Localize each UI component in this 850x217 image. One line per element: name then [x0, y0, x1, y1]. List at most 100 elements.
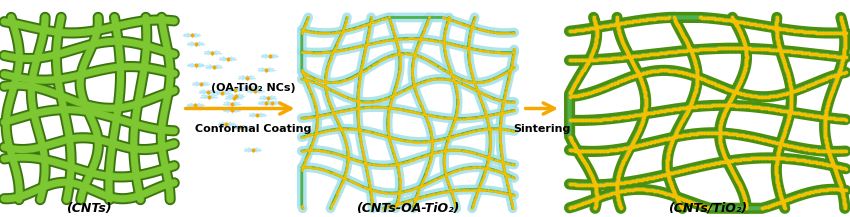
- Point: [740, 62, 753, 66]
- Point: [589, 186, 603, 189]
- Point: [690, 70, 704, 73]
- Point: [494, 147, 507, 150]
- Point: [620, 189, 633, 192]
- Point: [388, 85, 402, 89]
- Point: [505, 201, 518, 204]
- Point: [607, 23, 620, 26]
- Point: [763, 140, 777, 143]
- Point: [822, 150, 836, 153]
- Point: [640, 112, 654, 115]
- Point: [769, 27, 783, 30]
- Point: [298, 149, 311, 153]
- Point: [765, 107, 779, 111]
- Point: [661, 171, 675, 175]
- Point: [450, 95, 464, 99]
- Point: [404, 37, 417, 40]
- Point: [296, 30, 309, 33]
- Point: [807, 190, 820, 193]
- Point: [617, 159, 631, 162]
- Point: [309, 134, 322, 137]
- Point: [836, 31, 849, 35]
- Point: [723, 99, 737, 103]
- Point: [450, 148, 463, 152]
- Point: [337, 95, 351, 98]
- Point: [415, 105, 428, 108]
- Point: [796, 112, 809, 116]
- Point: [647, 140, 660, 143]
- Point: [325, 128, 338, 132]
- Point: [477, 154, 490, 158]
- Point: [801, 113, 814, 117]
- Point: [658, 109, 672, 112]
- Point: [593, 25, 607, 29]
- Point: [594, 183, 608, 186]
- Point: [741, 47, 755, 50]
- Point: [750, 23, 763, 26]
- Point: [465, 24, 479, 27]
- Point: [375, 18, 388, 21]
- Point: [588, 206, 602, 209]
- Point: [838, 45, 850, 48]
- Point: [351, 108, 365, 112]
- Point: [359, 106, 372, 109]
- Point: [660, 162, 674, 165]
- Point: [589, 205, 603, 208]
- Point: [660, 160, 674, 163]
- Point: [565, 88, 579, 91]
- Point: [406, 207, 420, 210]
- Point: [408, 87, 422, 91]
- Point: [388, 153, 401, 156]
- Point: [771, 156, 785, 159]
- Point: [827, 117, 841, 120]
- Point: [728, 90, 742, 93]
- Point: [829, 165, 842, 168]
- Point: [664, 50, 677, 54]
- Point: [628, 66, 642, 69]
- Point: [357, 129, 371, 132]
- Point: [688, 105, 702, 108]
- Point: [416, 178, 430, 181]
- Point: [358, 51, 371, 54]
- Point: [679, 133, 693, 137]
- Point: [504, 67, 518, 71]
- Point: [726, 89, 740, 93]
- Point: [754, 24, 768, 27]
- Point: [505, 129, 518, 132]
- Point: [505, 109, 518, 112]
- Point: [490, 31, 503, 34]
- Point: [398, 190, 411, 193]
- Point: [578, 28, 592, 31]
- Point: [829, 168, 842, 172]
- Point: [596, 195, 609, 198]
- Point: [332, 49, 345, 53]
- Point: [682, 167, 695, 171]
- Point: [357, 155, 371, 158]
- Point: [498, 95, 512, 98]
- Point: [682, 107, 695, 110]
- Point: [580, 92, 593, 95]
- Point: [744, 94, 757, 97]
- Point: [772, 187, 785, 191]
- Point: [337, 28, 350, 31]
- Point: [393, 64, 406, 67]
- Point: [306, 30, 320, 34]
- Point: [622, 115, 636, 118]
- Point: [564, 182, 578, 186]
- Point: [818, 150, 831, 153]
- Point: [353, 130, 366, 133]
- Point: [728, 92, 741, 95]
- Point: [739, 65, 752, 68]
- Point: [420, 194, 434, 197]
- Point: [619, 47, 632, 50]
- Point: [688, 48, 702, 51]
- Point: [770, 33, 784, 37]
- Point: [669, 131, 683, 135]
- Point: [303, 166, 317, 169]
- Point: [770, 94, 784, 97]
- Point: [304, 91, 318, 94]
- Point: [677, 106, 690, 110]
- Point: [836, 189, 849, 193]
- Point: [566, 85, 580, 89]
- Point: [690, 74, 704, 77]
- Point: [736, 104, 750, 108]
